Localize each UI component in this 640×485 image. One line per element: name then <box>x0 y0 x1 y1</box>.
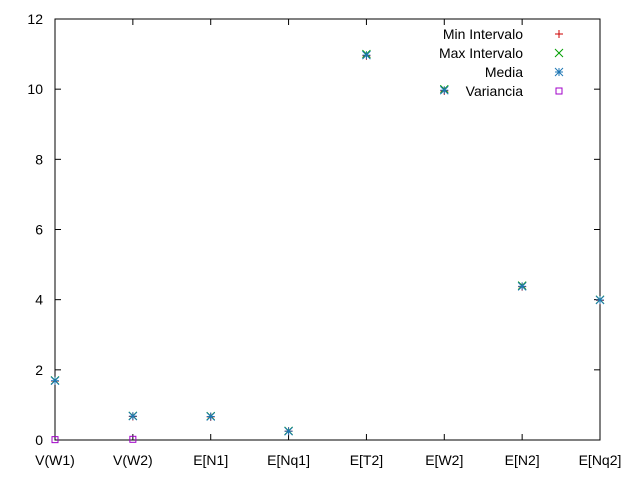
x-tick-label: E[T2] <box>350 452 383 468</box>
data-point <box>517 281 527 291</box>
data-point <box>51 436 59 444</box>
x-tick-label: V(W2) <box>113 452 153 468</box>
legend-label: Max Intervalo <box>439 45 523 61</box>
data-point <box>129 435 137 443</box>
legend-label: Variancia <box>466 83 524 99</box>
legend-marker <box>555 30 563 38</box>
data-marks <box>50 49 605 444</box>
y-tick-label: 8 <box>35 151 43 167</box>
legend-label: Min Intervalo <box>443 26 523 42</box>
data-point <box>50 376 60 386</box>
y-tick-label: 4 <box>35 292 43 308</box>
y-tick-label: 6 <box>35 222 43 238</box>
x-tick-label: V(W1) <box>35 452 75 468</box>
legend-label: Media <box>485 64 523 80</box>
axis-ticks: 0 2 4 6 8 10 12 V(W1) V(W2) E[N1] E[Nq1] E[T2] E[W2]… <box>27 11 621 468</box>
legend-marker <box>554 48 564 58</box>
x-tick-label: E[N1] <box>193 452 228 468</box>
data-point <box>206 412 216 421</box>
x-tick-label: E[N2] <box>505 452 540 468</box>
legend-marker <box>554 67 564 77</box>
x-tick-label: E[Nq2] <box>579 452 622 468</box>
y-tick-label: 12 <box>27 11 43 27</box>
legend-marker <box>555 87 563 95</box>
data-point <box>595 295 605 305</box>
y-tick-label: 2 <box>35 362 43 378</box>
y-tick-label: 10 <box>27 81 43 97</box>
x-tick-label: E[W2] <box>425 452 463 468</box>
data-point <box>128 411 138 421</box>
x-tick-label: E[Nq1] <box>267 452 310 468</box>
data-point <box>362 50 371 60</box>
legend: Min Intervalo Max Intervalo Media Variancia <box>439 26 564 99</box>
data-point <box>284 426 293 436</box>
y-tick-label: 0 <box>35 432 43 448</box>
data-point <box>439 85 449 95</box>
